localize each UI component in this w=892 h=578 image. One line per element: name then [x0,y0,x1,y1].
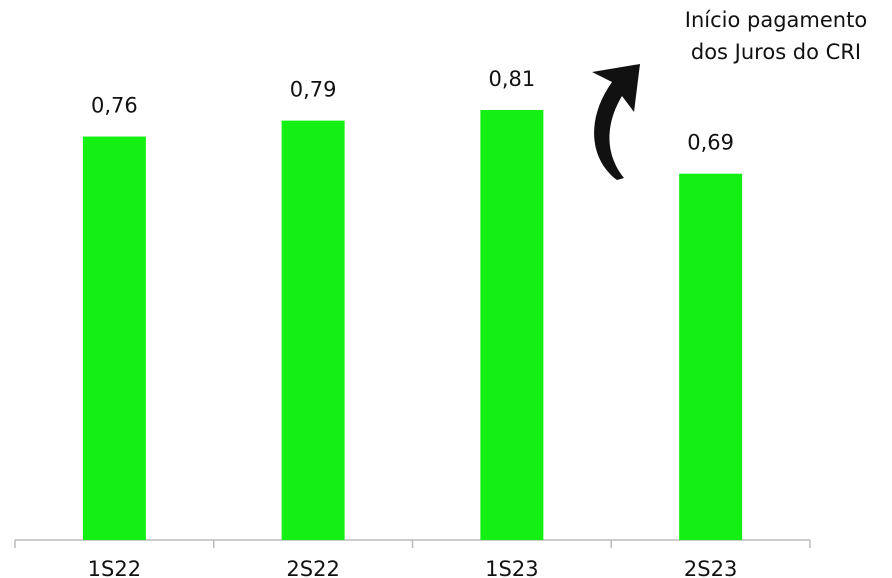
value-label: 0,81 [488,67,535,91]
bar [480,110,544,540]
x-tick-label: 2S23 [684,557,737,578]
x-tick-label: 1S22 [88,557,141,578]
x-tick-label: 1S23 [485,557,538,578]
annotation-arrow [592,64,640,180]
bar [82,136,146,540]
value-label: 0,69 [687,131,734,155]
bar [281,120,345,541]
value-label: 0,79 [290,78,337,102]
annotation-line: Início pagamento [685,8,867,32]
value-label: 0,76 [91,94,138,118]
annotation-line: dos Juros do CRI [691,40,861,64]
x-tick-label: 2S22 [286,557,339,578]
bar [679,173,743,540]
